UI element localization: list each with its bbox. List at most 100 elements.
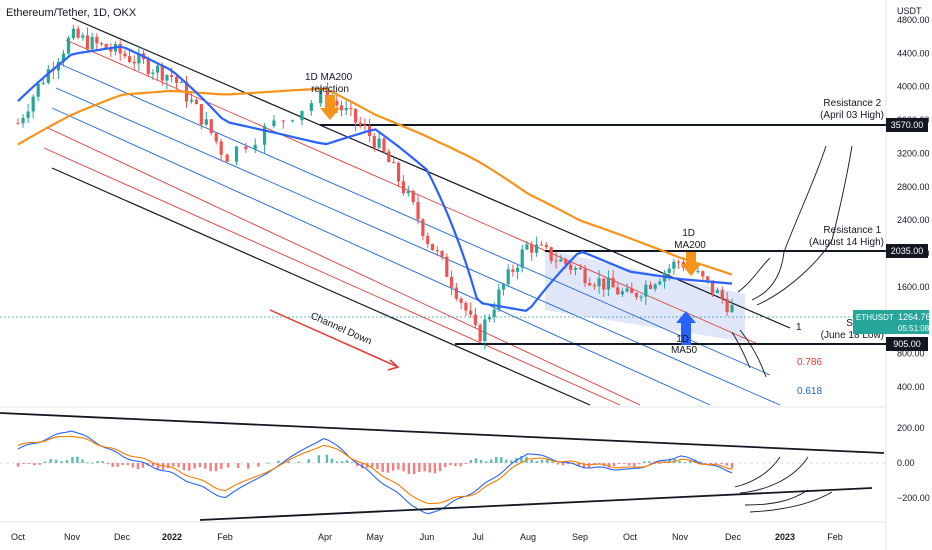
candle-body	[344, 108, 348, 111]
macd-hist-bar	[449, 463, 452, 466]
macd-hist-bar	[658, 463, 661, 464]
x-tick-label: Nov	[64, 532, 81, 542]
macd-hist-bar	[433, 463, 437, 474]
candle-body	[118, 43, 122, 54]
macd-hist-bar	[715, 463, 718, 464]
macd-hist-bar	[330, 458, 334, 463]
x-tick-label: 2023	[775, 532, 795, 542]
fib-1-label: 1	[796, 322, 802, 333]
macd-hist-bar	[464, 463, 467, 464]
projection-curve-5	[739, 329, 767, 378]
ma50-label-line1: 1D	[676, 334, 689, 345]
candle-body	[387, 151, 391, 163]
candle-body	[492, 309, 496, 318]
candle-body	[90, 36, 94, 50]
candle-body	[66, 38, 71, 54]
macd-hist-bar	[376, 463, 379, 470]
resistance1-label: Resistance 1 (August 14 High)	[809, 225, 884, 248]
ma200-label-line1: 1D	[682, 228, 695, 239]
candle-body	[99, 43, 104, 45]
macd-hist-bar	[161, 463, 165, 470]
ma200-label: 1D MA200	[674, 228, 706, 251]
macd-hist-bar	[633, 463, 636, 467]
candle-body	[564, 259, 568, 265]
macd-hist-bar	[236, 463, 240, 468]
macd-hist-bar	[479, 460, 483, 463]
macd-hist-bar	[141, 463, 145, 468]
candle-body	[616, 287, 620, 295]
candle-body	[445, 256, 449, 277]
candle-body	[569, 264, 573, 270]
macd-hist-bar	[402, 463, 405, 472]
candle-body	[358, 122, 362, 126]
candle-body	[225, 154, 229, 162]
candle-body	[219, 141, 223, 155]
macd-hist-bar	[106, 463, 109, 465]
macd-hist-bar	[33, 463, 36, 466]
macd-hist-bar	[530, 459, 533, 463]
macd-hist-bar	[101, 461, 104, 463]
macd-hist-bar	[287, 461, 290, 463]
macd-hist-bar	[121, 463, 124, 465]
macd-hist-bar	[209, 463, 212, 472]
projection-arrows	[731, 145, 853, 513]
candle-body	[353, 108, 358, 123]
macd-hist-bar	[683, 462, 687, 464]
macd-hist-bar	[622, 463, 626, 464]
candle-body	[204, 119, 208, 125]
macd-hist-bar	[648, 461, 651, 463]
x-tick-label: Apr	[318, 532, 332, 542]
candle-body	[16, 123, 20, 125]
macd-hist-bar	[540, 459, 544, 463]
macd-hist-bar	[111, 463, 114, 467]
candle-body	[406, 190, 410, 194]
macd-hist-bar	[443, 463, 447, 468]
x-axis-ticks: Oct Nov Dec 2022 Feb Apr May Jun Jul Aug Sep Oct Nov…	[11, 532, 843, 542]
macd-hist-bar	[428, 463, 431, 473]
candle-body	[170, 75, 174, 77]
candle-body	[535, 244, 539, 253]
macd-hist-bar	[71, 456, 74, 463]
macd-hist-bar	[474, 458, 478, 463]
channel-top-line	[71, 17, 791, 329]
orange-arrow-rejection	[320, 95, 340, 120]
projection-curve-2	[751, 145, 827, 301]
candle-body	[634, 293, 639, 297]
macd-hist-bar	[297, 461, 300, 463]
level-tag-2035: 2035.00	[886, 244, 928, 258]
macd-hist-bar	[226, 463, 230, 468]
candle-body	[501, 284, 506, 290]
macd-hist-bar	[60, 461, 63, 463]
ma50-line	[17, 45, 733, 312]
x-tick-label: Feb	[217, 532, 233, 542]
candle-body	[174, 76, 179, 83]
channel-down-arrow	[269, 309, 399, 368]
candle-body	[214, 133, 218, 142]
x-tick-label: Sep	[572, 532, 588, 542]
macd-hist-bar	[551, 461, 554, 463]
level-tag-905: 905.00	[886, 337, 928, 351]
macd-hist-bar	[577, 463, 580, 467]
macd-hist-bar	[371, 463, 374, 468]
macd-y-tick-label: −200.00	[897, 493, 930, 503]
candle-body	[421, 219, 425, 237]
macd-hist-bar	[678, 460, 681, 463]
y-tick-label: 4800.00	[897, 15, 930, 25]
x-tick-label: May	[366, 532, 384, 542]
currency-label: USDT	[897, 6, 922, 16]
candle-body	[667, 268, 671, 273]
macd-hist-bar	[484, 461, 488, 463]
candle-body	[61, 53, 66, 62]
macd-hist-bar	[325, 454, 329, 463]
x-tick-label: Dec	[114, 532, 131, 542]
candle-body	[639, 296, 643, 298]
macd-hist-bar	[131, 463, 135, 468]
y-tick-label: 2400.00	[897, 215, 930, 225]
candle-body	[123, 53, 127, 57]
candle-body	[377, 138, 381, 148]
macd-hist-bar	[22, 463, 25, 464]
candle-body	[146, 59, 150, 74]
candle-body	[194, 99, 199, 105]
candle-body	[46, 69, 50, 83]
macd-hist-bar	[582, 463, 586, 469]
